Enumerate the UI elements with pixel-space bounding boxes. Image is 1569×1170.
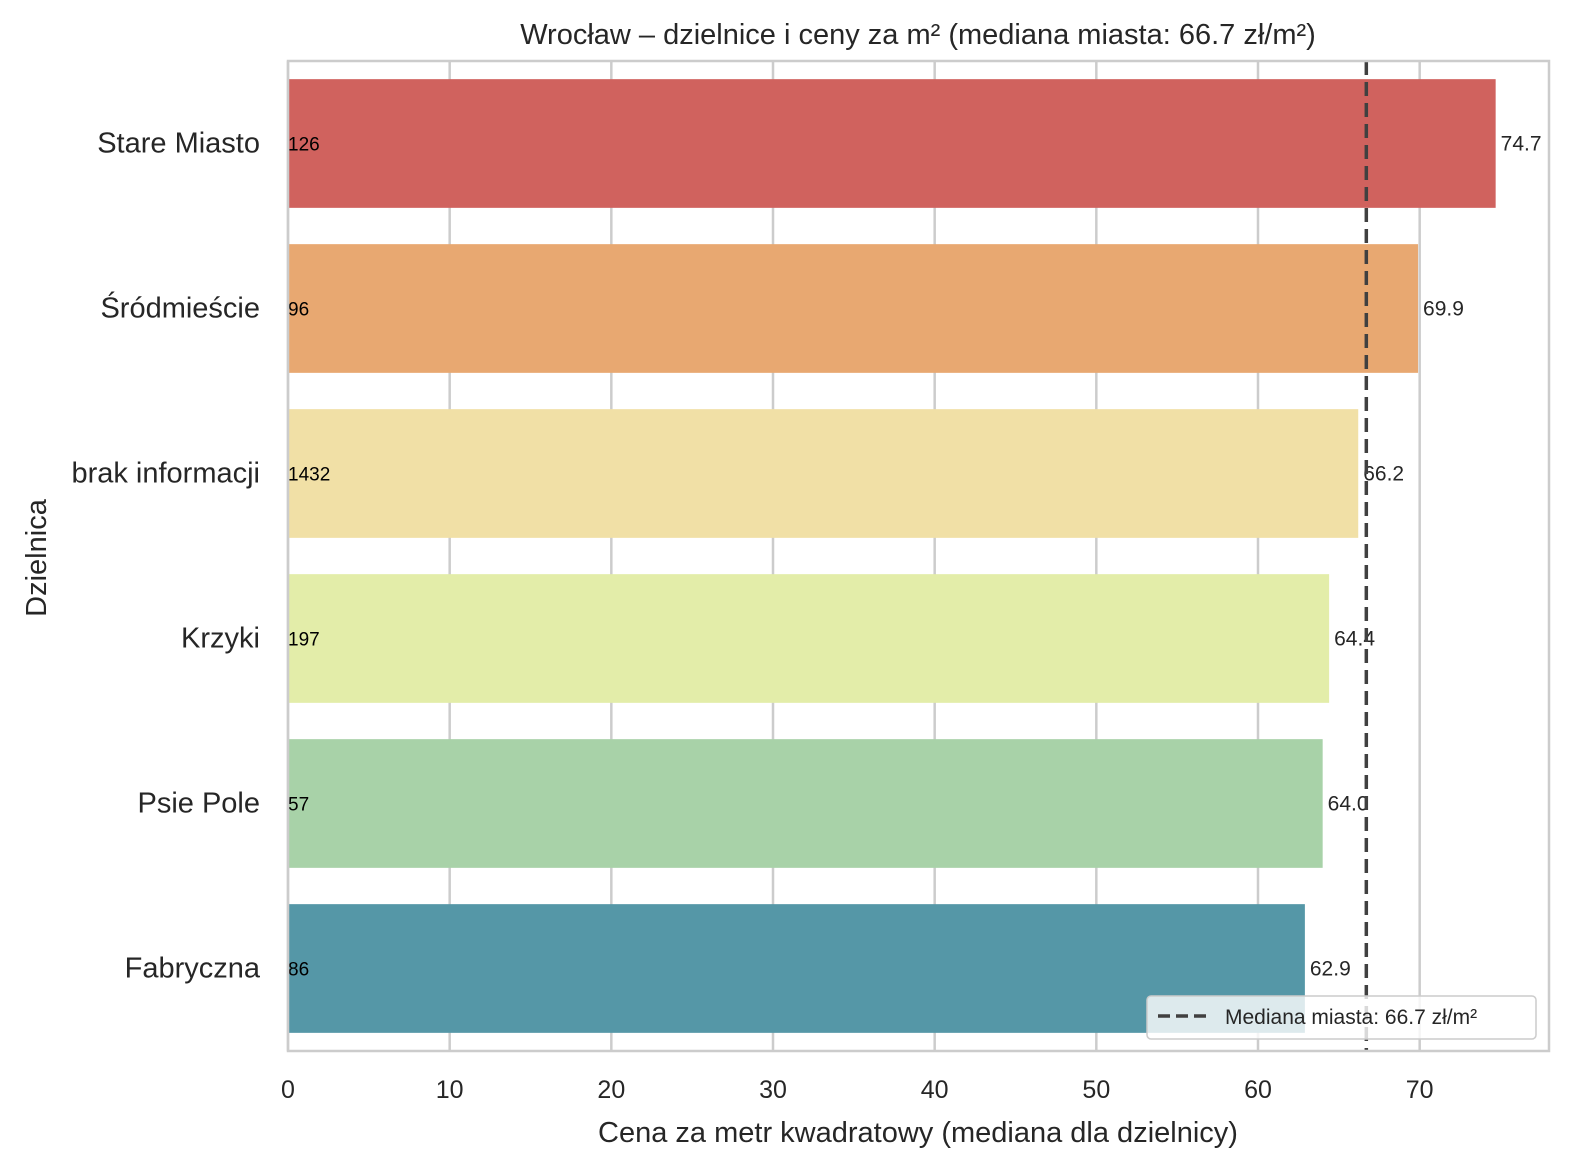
bar-count-label: 57 — [288, 795, 309, 816]
x-ticks: 0 10 20 30 40 50 60 70 — [281, 1076, 1434, 1104]
bar — [288, 739, 1323, 868]
bar — [288, 574, 1330, 703]
bar — [288, 409, 1359, 538]
chart-title: Wrocław – dzielnice i ceny za m² (median… — [520, 19, 1316, 51]
bar-value-label: 64.0 — [1328, 793, 1369, 816]
bar-value-label: 64.4 — [1334, 628, 1375, 651]
bar — [288, 79, 1496, 208]
x-tick-label: 70 — [1406, 1076, 1434, 1104]
plot-frame — [286, 59, 1551, 1053]
bar-value-label: 69.9 — [1423, 298, 1464, 321]
y-axis-label: Dzielnica — [21, 498, 53, 617]
y-tick-label: Stare Miasto — [97, 128, 260, 160]
y-tick-label: Krzyki — [181, 623, 260, 655]
legend-box — [1146, 995, 1537, 1040]
y-tick-label: Fabryczna — [125, 953, 261, 985]
x-tick-label: 50 — [1082, 1076, 1110, 1104]
grid-layer — [286, 61, 1421, 1051]
x-axis-label: Cena za metr kwadratowy (mediana dla dzi… — [598, 1117, 1238, 1149]
legend-entry-city-median: Mediana miasta: 66.7 zł/m² — [1225, 1006, 1477, 1029]
bars-layer: 74.7 126 69.9 96 66.2 1432 64.4 197 64.0 57 62.9 86 — [288, 79, 1542, 1033]
bar-count-label: 126 — [288, 135, 320, 156]
bar-count-label: 86 — [288, 960, 309, 981]
y-tick-label: brak informacji — [71, 458, 260, 490]
x-tick-label: 30 — [759, 1076, 787, 1104]
y-tick-label: Śródmieście — [100, 291, 260, 325]
bar-count-label: 197 — [288, 630, 320, 651]
x-tick-label: 60 — [1244, 1076, 1272, 1104]
y-tick-labels: Stare Miasto Śródmieście brak informacji Kr… — [71, 128, 260, 985]
x-tick-label: 40 — [921, 1076, 949, 1104]
x-tick-label: 0 — [281, 1076, 295, 1104]
legend: Mediana miasta: 66.7 zł/m² — [1146, 995, 1537, 1040]
bar-value-label: 66.2 — [1363, 463, 1404, 486]
y-tick-label: Psie Pole — [137, 788, 260, 820]
bar-count-label: 1432 — [288, 465, 330, 486]
bar-value-label: 62.9 — [1310, 958, 1351, 981]
bar — [288, 244, 1419, 373]
bar-count-label: 96 — [288, 300, 309, 321]
x-tick-label: 10 — [436, 1076, 464, 1104]
x-tick-label: 20 — [597, 1076, 625, 1104]
bar-value-label: 74.7 — [1501, 133, 1542, 156]
bar — [288, 904, 1305, 1033]
